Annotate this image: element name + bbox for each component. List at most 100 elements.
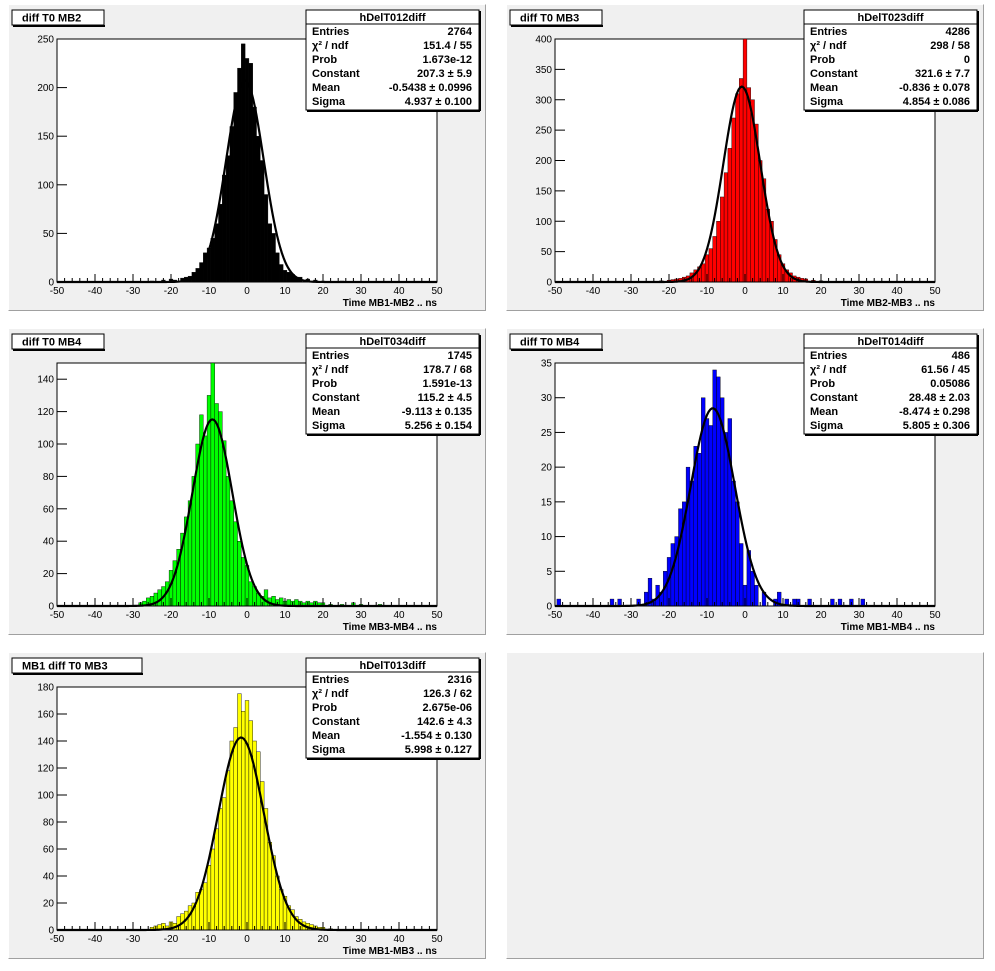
stats-value: 5.805 ± 0.306 bbox=[903, 420, 970, 432]
y-tick-label: 250 bbox=[37, 35, 54, 46]
x-tick-label: 20 bbox=[317, 610, 329, 621]
y-tick-label: 120 bbox=[37, 764, 54, 775]
stats-label: Constant bbox=[810, 68, 858, 80]
x-tick-label: -40 bbox=[586, 286, 601, 297]
bars-group bbox=[149, 693, 333, 931]
stats-value: 2.675e-06 bbox=[422, 702, 472, 714]
x-axis-title: Time MB1-MB4 .. ns bbox=[841, 622, 936, 633]
x-tick-label: 10 bbox=[279, 610, 291, 621]
x-tick-label: -20 bbox=[662, 286, 677, 297]
stats-label: Mean bbox=[312, 82, 340, 94]
histogram-bar bbox=[267, 223, 272, 283]
histogram-bar bbox=[263, 589, 269, 607]
histogram-bar bbox=[233, 92, 238, 283]
stats-label: Constant bbox=[312, 392, 360, 404]
stats-label: Entries bbox=[810, 350, 847, 362]
y-tick-label: 0 bbox=[48, 278, 54, 289]
y-tick-label: 250 bbox=[535, 126, 552, 137]
y-tick-label: 60 bbox=[43, 845, 55, 856]
stats-title: hDelT034diff bbox=[359, 336, 425, 348]
stats-box bbox=[803, 9, 978, 111]
stats-label: χ² / ndf bbox=[312, 364, 349, 376]
histogram-bar bbox=[241, 557, 246, 607]
histogram-bar bbox=[731, 480, 736, 607]
histogram-bar bbox=[248, 581, 253, 607]
histogram-bar bbox=[203, 882, 208, 931]
histogram-bar bbox=[267, 842, 272, 931]
histogram-panel-1: -50 -40 -30 -20 -10 0 10 20 30 40 50 0 50 100 150 200 25… bbox=[11, 9, 481, 309]
x-tick-label: -10 bbox=[700, 286, 715, 297]
stats-value: 2764 bbox=[448, 26, 473, 38]
histogram-bar bbox=[689, 480, 694, 607]
x-tick-label: 20 bbox=[815, 286, 827, 297]
histogram-bar bbox=[263, 194, 269, 283]
stats-box bbox=[803, 333, 978, 435]
histogram-bar bbox=[697, 453, 702, 607]
stats-label: Constant bbox=[810, 392, 858, 404]
y-tick-label: 20 bbox=[43, 569, 55, 580]
stats-value: 151.4 / 55 bbox=[423, 40, 472, 52]
y-tick-label: 140 bbox=[37, 737, 54, 748]
x-tick-label: 10 bbox=[777, 286, 789, 297]
histogram-panel-2: -50 -40 -30 -20 -10 0 10 20 30 40 50 0 50 100 150 200 25… bbox=[509, 9, 979, 309]
stats-label: Constant bbox=[312, 716, 360, 728]
y-tick-label: 100 bbox=[37, 180, 54, 191]
stats-label: χ² / ndf bbox=[312, 688, 349, 700]
y-tick-label: 400 bbox=[535, 35, 552, 46]
y-tick-label: 10 bbox=[541, 532, 553, 543]
stats-value: 1745 bbox=[448, 350, 472, 362]
x-axis-title: Time MB3-MB4 .. ns bbox=[343, 622, 438, 633]
stats-value: 321.6 ± 7.7 bbox=[915, 68, 970, 80]
histogram-bar bbox=[222, 797, 227, 931]
stats-value: 0 bbox=[964, 54, 970, 66]
histogram-bar bbox=[214, 828, 219, 931]
stats-value: 0.05086 bbox=[930, 378, 970, 390]
histogram-panel-5: -50 -40 -30 -20 -10 0 10 20 30 40 50 0 20 40 60 80 100 12… bbox=[11, 657, 481, 957]
x-tick-label: 40 bbox=[393, 286, 405, 297]
y-tick-label: 80 bbox=[43, 818, 55, 829]
histogram-bar bbox=[214, 403, 219, 607]
y-tick-label: 25 bbox=[541, 428, 553, 439]
histogram-bar bbox=[750, 571, 755, 607]
stats-value: 1.673e-12 bbox=[422, 54, 472, 66]
y-tick-label: 100 bbox=[535, 217, 552, 228]
x-tick-label: -30 bbox=[126, 610, 141, 621]
stats-label: χ² / ndf bbox=[312, 40, 349, 52]
histogram-bar bbox=[723, 172, 729, 283]
x-tick-label: -20 bbox=[164, 934, 179, 945]
stats-label: Entries bbox=[312, 674, 349, 686]
stats-value: 178.7 / 68 bbox=[423, 364, 472, 376]
stats-title: hDelT013diff bbox=[359, 660, 425, 672]
histogram-bar bbox=[708, 425, 713, 607]
histogram-bar bbox=[233, 521, 238, 607]
stats-label: Mean bbox=[810, 82, 838, 94]
x-tick-label: -50 bbox=[548, 610, 563, 621]
x-tick-label: -40 bbox=[88, 286, 103, 297]
y-tick-label: 120 bbox=[37, 407, 54, 418]
histogram-bar bbox=[735, 93, 740, 283]
y-tick-label: 350 bbox=[535, 65, 552, 76]
histogram-bar bbox=[742, 38, 748, 283]
histogram-bar bbox=[739, 78, 744, 283]
histogram-bar bbox=[214, 223, 219, 283]
stats-label: χ² / ndf bbox=[810, 40, 847, 52]
histogram-bar bbox=[716, 221, 721, 283]
stats-label: Prob bbox=[312, 702, 337, 714]
x-tick-label: -40 bbox=[88, 610, 103, 621]
stats-label: Sigma bbox=[810, 96, 844, 108]
histogram-bar bbox=[225, 476, 231, 607]
y-tick-label: 50 bbox=[541, 247, 553, 258]
x-tick-label: 20 bbox=[815, 610, 827, 621]
histogram-bar bbox=[708, 248, 713, 283]
histogram-bar bbox=[229, 500, 234, 607]
x-tick-label: -20 bbox=[164, 610, 179, 621]
stats-value: 115.2 ± 4.5 bbox=[418, 392, 472, 404]
y-tick-label: 30 bbox=[541, 393, 553, 404]
x-tick-label: 0 bbox=[742, 286, 748, 297]
histogram-bar bbox=[746, 87, 751, 283]
stats-value: -0.5438 ± 0.0996 bbox=[389, 82, 472, 94]
x-tick-label: 30 bbox=[355, 610, 367, 621]
histogram-bar bbox=[252, 106, 257, 283]
y-tick-label: 0 bbox=[48, 602, 54, 613]
y-tick-label: 0 bbox=[546, 278, 552, 289]
